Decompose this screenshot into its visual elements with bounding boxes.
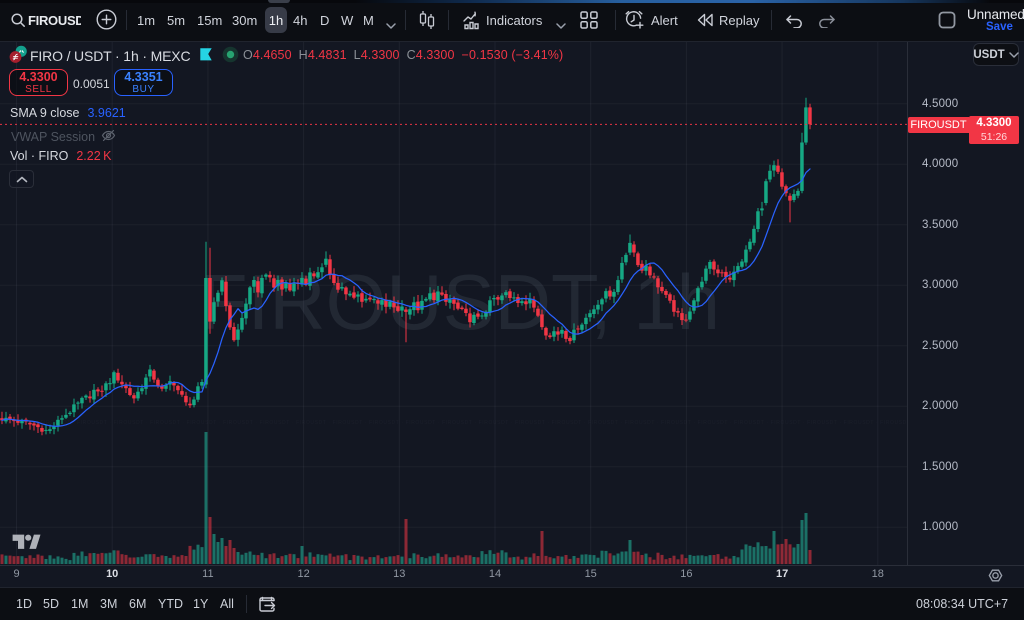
svg-text:FIROUSDT, 1h: FIROUSDT, 1h — [200, 258, 720, 346]
svg-text:FIROUSDT · FIROUSDT · FIROUSDT: FIROUSDT · FIROUSDT · FIROUSDT · FIROUSD… — [4, 420, 951, 426]
